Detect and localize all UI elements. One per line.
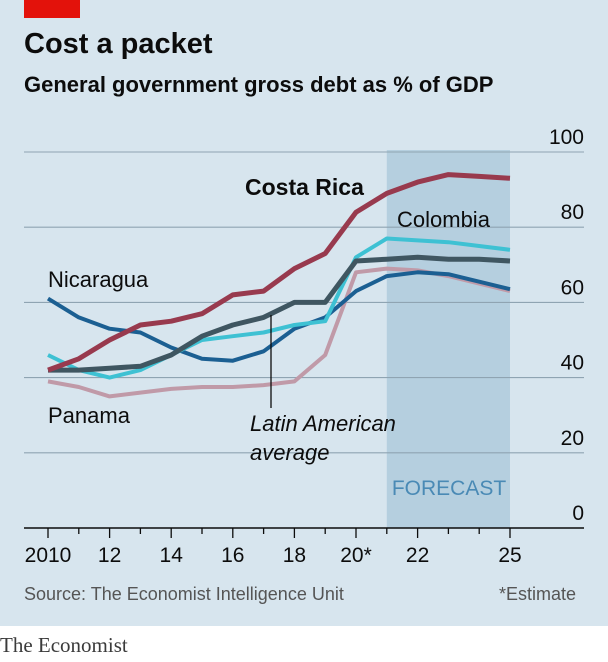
y-tick-label-60: 60 xyxy=(561,276,584,299)
estimate-note: *Estimate xyxy=(498,584,576,604)
label-costa-rica: Costa Rica xyxy=(245,174,364,200)
x-tick-label-2022: 22 xyxy=(406,544,429,567)
y-tick-label-100: 100 xyxy=(549,126,584,149)
y-axis-ticks: 0 20 40 60 80 100 xyxy=(549,126,584,525)
series-lines xyxy=(46,172,511,399)
x-axis-ticks: 2010 12 14 16 18 20* 22 25 xyxy=(25,528,522,567)
chart-card: Cost a packet General government gross d… xyxy=(0,0,608,626)
series-line-costa-rica xyxy=(47,172,511,373)
series-labels: FORECAST Costa Rica Colombia Nicaragua P… xyxy=(48,174,506,500)
brand-red-tag xyxy=(24,0,80,18)
x-tick-label-2014: 14 xyxy=(160,544,184,567)
y-tick-label-20: 20 xyxy=(561,427,584,450)
line-chart: 0 20 40 60 80 100 2010 12 14 16 18 20* 22 25 FORECAS… xyxy=(24,126,584,567)
y-tick-label-40: 40 xyxy=(561,352,584,375)
label-nicaragua: Nicaragua xyxy=(48,267,149,292)
x-tick-label-2020: 20* xyxy=(340,544,372,567)
series-line-colombia xyxy=(47,236,511,380)
x-tick-label-2016: 16 xyxy=(221,544,244,567)
label-colombia: Colombia xyxy=(397,207,491,232)
x-tick-label-2010: 2010 xyxy=(25,544,72,567)
y-tick-label-0: 0 xyxy=(572,502,584,525)
source-note: Source: The Economist Intelligence Unit xyxy=(24,584,344,604)
chart-title: Cost a packet xyxy=(24,28,213,60)
label-average-line1: Latin American xyxy=(250,411,396,436)
label-average-line2: average xyxy=(250,440,330,465)
forecast-label: FORECAST xyxy=(392,477,507,500)
x-tick-label-2025: 25 xyxy=(498,544,521,567)
y-tick-label-80: 80 xyxy=(561,201,584,224)
label-panama: Panama xyxy=(48,403,131,428)
publication-name: The Economist xyxy=(0,633,128,657)
series-line-latin-american-average xyxy=(48,254,511,373)
x-tick-label-2018: 18 xyxy=(283,544,306,567)
chart-subtitle: General government gross debt as % of GD… xyxy=(24,72,494,97)
forecast-band xyxy=(386,150,510,528)
x-tick-label-2012: 12 xyxy=(98,544,121,567)
